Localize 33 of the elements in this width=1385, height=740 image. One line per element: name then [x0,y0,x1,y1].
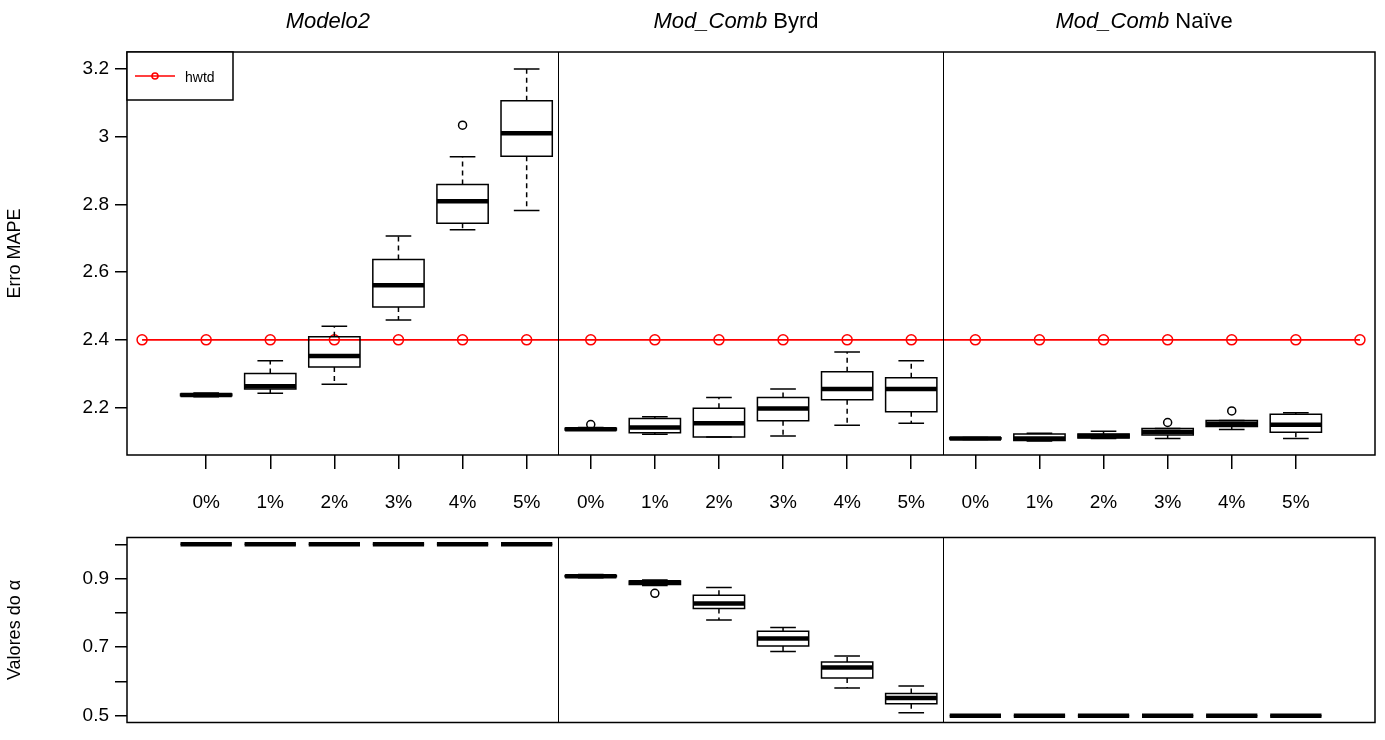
x-tick-label: 5% [512,490,541,512]
x-tick-label: 2% [705,490,733,512]
x-tick-label: 3% [1153,490,1182,512]
y-tick-label: 2.4 [82,328,110,350]
x-tick-label: 4% [833,490,861,512]
x-tick-label: 4% [448,490,477,512]
y-tick-label: 0.9 [82,566,109,588]
legend-label: hwtd [185,68,215,85]
x-tick-label: 5% [897,490,926,512]
x-tick-label: 3% [769,490,797,512]
y-tick-label: 2.8 [82,192,109,214]
y-axis-title: Valores do α [3,579,24,681]
x-tick-label: 1% [256,490,285,512]
y-tick-label: 3 [98,124,109,146]
x-tick-label: 3% [384,490,413,512]
y-tick-label: 3.2 [82,57,109,79]
x-tick-label: 5% [1282,490,1310,512]
y-tick-label: 2.6 [82,260,109,282]
x-tick-label: 0% [192,490,220,512]
text: Modelo2 [285,8,371,34]
x-tick-label: 4% [1218,490,1246,512]
x-tick-label: 0% [961,490,990,512]
x-tick-label: 2% [1089,490,1118,512]
text: Mod_Comb Naïve [1055,8,1233,34]
y-tick-label: 0.7 [82,635,109,657]
y-tick-label: 2.2 [82,395,109,417]
x-tick-label: 0% [577,490,605,512]
text: Mod_Comb Byrd [653,8,819,34]
x-tick-label: 1% [1025,490,1054,512]
y-axis-title: Erro MAPE [3,208,24,299]
y-tick-label: 0.5 [82,703,109,725]
x-tick-label: 1% [641,490,669,512]
x-tick-label: 2% [320,490,349,512]
